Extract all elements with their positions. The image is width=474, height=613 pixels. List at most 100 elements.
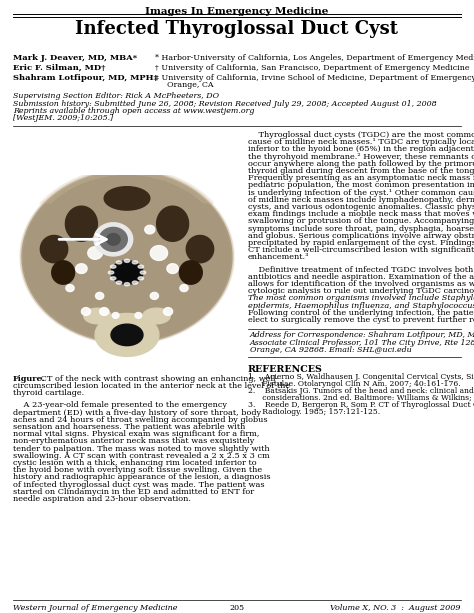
Polygon shape xyxy=(180,284,188,292)
Polygon shape xyxy=(111,324,143,346)
Text: [WestJEM. 2009;10:205.]: [WestJEM. 2009;10:205.] xyxy=(13,115,113,123)
Polygon shape xyxy=(95,313,159,356)
Text: † University of California, San Francisco, Department of Emergency Medicine: † University of California, San Francisc… xyxy=(155,64,470,72)
Polygon shape xyxy=(65,206,97,242)
Text: needle aspiration and 23-hour observation.: needle aspiration and 23-hour observatio… xyxy=(13,495,191,503)
Text: Following control of the underlying infection, the patient may: Following control of the underlying infe… xyxy=(248,309,474,317)
Text: CT include a well-circumscribed lesion with significant rim: CT include a well-circumscribed lesion w… xyxy=(248,246,474,254)
Polygon shape xyxy=(138,265,144,268)
Text: Images In Emergency Medicine: Images In Emergency Medicine xyxy=(146,7,328,16)
Text: Address for Correspondence: Shahram Lotfipour, MD, MPH,: Address for Correspondence: Shahram Lotf… xyxy=(250,331,474,339)
Text: epidermis, Haemophilus influenza, and Staphylococcus aureus.³: epidermis, Haemophilus influenza, and St… xyxy=(248,302,474,310)
Text: aches and 24 hours of throat swelling accompanied by globus: aches and 24 hours of throat swelling ac… xyxy=(13,416,268,424)
Text: thyroid cartilage.: thyroid cartilage. xyxy=(13,389,84,397)
Polygon shape xyxy=(100,308,109,316)
Text: Infected Thyroglossal Duct Cyst: Infected Thyroglossal Duct Cyst xyxy=(75,20,399,38)
Text: ‡ University of California, Irvine School of Medicine, Department of Emergency M: ‡ University of California, Irvine Schoo… xyxy=(155,74,474,82)
Text: swallowing or protrusion of the tongue. Accompanying: swallowing or protrusion of the tongue. … xyxy=(248,218,474,226)
Text: Eric F. Silman, MD†: Eric F. Silman, MD† xyxy=(13,64,105,72)
Text: of midline neck masses include lymphadenopathy, dermoid: of midline neck masses include lymphaden… xyxy=(248,196,474,204)
Text: 2.    Batsakis JG. Tumors of the head and neck: clinical and pathological: 2. Batsakis JG. Tumors of the head and n… xyxy=(248,387,474,395)
Text: Frequently presenting as an asymptomatic neck mass in the: Frequently presenting as an asymptomatic… xyxy=(248,174,474,182)
Polygon shape xyxy=(167,264,178,273)
Text: the thyrohyoid membrane.² However, these remnants can: the thyrohyoid membrane.² However, these… xyxy=(248,153,474,161)
Text: Radiology. 1985; 157:121-125.: Radiology. 1985; 157:121-125. xyxy=(248,408,380,416)
Polygon shape xyxy=(116,261,122,264)
Polygon shape xyxy=(116,281,122,284)
Polygon shape xyxy=(186,235,214,263)
Text: allows for identification of the involved organisms as well as: allows for identification of the involve… xyxy=(248,280,474,288)
Polygon shape xyxy=(180,261,202,284)
Text: considerations. 2nd ed. Baltimore: Williams & Wilkins; 1979:233-239.: considerations. 2nd ed. Baltimore: Willi… xyxy=(248,394,474,402)
Text: CT of the neck with contrast showing an enhancing, well-: CT of the neck with contrast showing an … xyxy=(38,375,278,383)
Polygon shape xyxy=(82,308,91,316)
Text: swallowing. A CT scan with contrast revealed a 2 x 2.5 x 3 cm: swallowing. A CT scan with contrast reve… xyxy=(13,452,270,460)
Polygon shape xyxy=(140,271,146,274)
Text: Fistulae. Otolaryngol Clin N Am. 2007; 40:161-176.: Fistulae. Otolaryngol Clin N Am. 2007; 4… xyxy=(248,379,461,387)
Polygon shape xyxy=(145,226,155,234)
Text: circumscribed lesion located in the anterior neck at the level of the: circumscribed lesion located in the ante… xyxy=(13,382,290,390)
Text: 1.    Acierno S, Waldhausen J. Congenital Cervical Cysts, Sinuses and: 1. Acierno S, Waldhausen J. Congenital C… xyxy=(248,373,474,381)
Polygon shape xyxy=(132,281,138,284)
Text: department (ED) with a five-day history of sore throat, body: department (ED) with a five-day history … xyxy=(13,409,261,417)
Text: Reprints available through open access at www.westjem.org: Reprints available through open access a… xyxy=(13,107,255,115)
Text: Figure.: Figure. xyxy=(13,375,46,383)
Text: non-erythematous anterior neck mass that was exquisitely: non-erythematous anterior neck mass that… xyxy=(13,438,255,446)
Text: Definitive treatment of infected TGDC involves both: Definitive treatment of infected TGDC in… xyxy=(248,265,473,273)
Polygon shape xyxy=(22,171,232,343)
Polygon shape xyxy=(112,313,119,318)
Text: Volume X, NO. 3  :  August 2009: Volume X, NO. 3 : August 2009 xyxy=(330,604,461,612)
Polygon shape xyxy=(107,234,120,245)
Polygon shape xyxy=(52,261,74,284)
Text: Associate Clinical Professor, 101 The City Drive, Rte 128-01,: Associate Clinical Professor, 101 The Ci… xyxy=(250,339,474,347)
Text: elect to surgically remove the cyst to prevent further recurrence.: elect to surgically remove the cyst to p… xyxy=(248,316,474,324)
Polygon shape xyxy=(132,261,138,264)
Text: inferior to the hyoid bone (65%) in the region adjacent to: inferior to the hyoid bone (65%) in the … xyxy=(248,145,474,153)
Polygon shape xyxy=(66,284,74,292)
Text: is underlying infection of the cyst.¹ Other common causes: is underlying infection of the cyst.¹ Ot… xyxy=(248,189,474,197)
Text: enhancement.³: enhancement.³ xyxy=(248,253,310,261)
Text: symptoms include sore throat, pain, dysphagia, hoarseness,: symptoms include sore throat, pain, dysp… xyxy=(248,224,474,232)
Polygon shape xyxy=(22,171,232,343)
Polygon shape xyxy=(76,264,87,273)
Text: started on Clindamycin in the ED and admitted to ENT for: started on Clindamycin in the ED and adm… xyxy=(13,488,254,496)
Text: Mark J. Deaver, MD, MBA*: Mark J. Deaver, MD, MBA* xyxy=(13,54,137,62)
Text: sensation and hoarseness. The patient was afebrile with: sensation and hoarseness. The patient wa… xyxy=(13,423,246,431)
Polygon shape xyxy=(164,308,173,316)
Text: Thyroglossal duct cysts (TGDC) are the most common: Thyroglossal duct cysts (TGDC) are the m… xyxy=(248,131,474,139)
Text: Western Journal of Emergency Medicine: Western Journal of Emergency Medicine xyxy=(13,604,177,612)
Polygon shape xyxy=(124,283,130,286)
Polygon shape xyxy=(110,277,116,280)
Text: Supervising Section Editor: Rick A McPheeters, DO: Supervising Section Editor: Rick A McPhe… xyxy=(13,92,219,100)
Polygon shape xyxy=(96,292,104,299)
Text: history and radiographic appearance of the lesion, a diagnosis: history and radiographic appearance of t… xyxy=(13,473,271,481)
Text: The most common organisms involved include Staphylococcus: The most common organisms involved inclu… xyxy=(248,294,474,302)
Text: and globus. Serious complications involve airway obstruction: and globus. Serious complications involv… xyxy=(248,232,474,240)
Polygon shape xyxy=(135,313,142,318)
Polygon shape xyxy=(84,308,111,324)
Text: cytologic analysis to rule out underlying TGDC carcinoma.: cytologic analysis to rule out underlyin… xyxy=(248,287,474,295)
Polygon shape xyxy=(108,271,114,274)
Polygon shape xyxy=(150,246,168,261)
Polygon shape xyxy=(138,277,144,280)
Polygon shape xyxy=(111,261,143,284)
Polygon shape xyxy=(143,308,170,324)
Polygon shape xyxy=(21,170,233,343)
Text: * Harbor-University of California, Los Angeles, Department of Emergency Medicine: * Harbor-University of California, Los A… xyxy=(155,54,474,62)
Text: Submission history: Submitted June 26, 2008; Revision Received July 29, 2008; Ac: Submission history: Submitted June 26, 2… xyxy=(13,99,437,107)
Polygon shape xyxy=(112,262,142,283)
Text: precipitated by rapid enlargement of the cyst. Findings on: precipitated by rapid enlargement of the… xyxy=(248,239,474,247)
Text: the hyoid bone with overlying soft tissue swelling. Given the: the hyoid bone with overlying soft tissu… xyxy=(13,466,262,474)
Polygon shape xyxy=(124,259,130,262)
Text: REFERENCES: REFERENCES xyxy=(248,365,323,374)
Text: normal vital signs. Physical exam was significant for a firm,: normal vital signs. Physical exam was si… xyxy=(13,430,259,438)
Text: A 23-year-old female presented to the emergency: A 23-year-old female presented to the em… xyxy=(13,402,227,409)
Polygon shape xyxy=(110,265,116,268)
Polygon shape xyxy=(104,187,150,210)
Polygon shape xyxy=(94,223,133,256)
Polygon shape xyxy=(156,206,189,242)
Text: exam findings include a mobile neck mass that moves with: exam findings include a mobile neck mass… xyxy=(248,210,474,218)
Polygon shape xyxy=(20,169,234,345)
Polygon shape xyxy=(150,292,158,299)
Text: occur anywhere along the path followed by the primordial: occur anywhere along the path followed b… xyxy=(248,160,474,168)
